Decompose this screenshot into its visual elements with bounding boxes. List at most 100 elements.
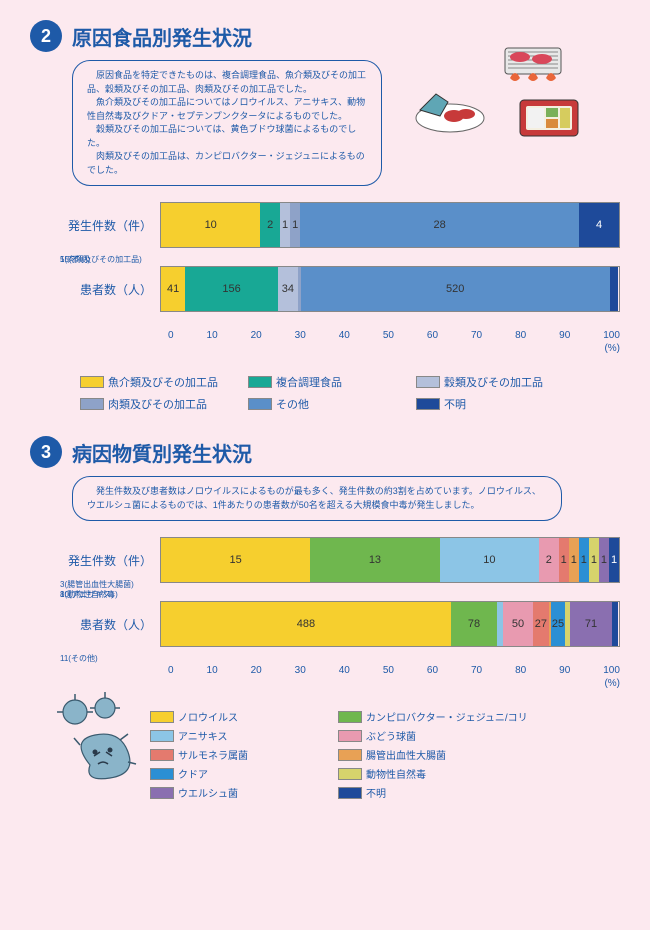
legend-label: サルモネラ属菌 [178, 747, 248, 762]
legend-item: 複合調理食品 [248, 374, 398, 390]
axis-tick: 100 [603, 330, 620, 341]
axis-tick: 70 [471, 665, 482, 676]
bar-segment: 1 [559, 538, 569, 582]
axis-tick: 10 [207, 330, 218, 341]
legend-swatch [150, 787, 174, 799]
row-label: 患者数（人） [60, 281, 160, 298]
x-axis: 0102030405060708090100 [168, 330, 620, 341]
bar-segment: 15 [161, 538, 310, 582]
section-2-info: 原因食品を特定できたものは、複合調理食品、魚介類及びその加工品、穀類及びその加工… [72, 60, 382, 186]
axis-tick: 30 [295, 330, 306, 341]
bar-segment: 50 [503, 602, 533, 646]
bar-segment: 78 [451, 602, 497, 646]
axis-tick: 40 [339, 665, 350, 676]
section-2-title: 原因食品別発生状況 [72, 22, 252, 51]
legend-label: 複合調理食品 [276, 374, 342, 390]
legend-label: 不明 [444, 396, 466, 412]
legend-label: ぶどう球菌 [366, 728, 416, 743]
chart-3: 発生件数（件）1513102111111患者数（人）10(アニサキス)3(腸管出… [60, 537, 620, 689]
legend-swatch [248, 376, 272, 388]
chart-row: 患者数（人）5(肉類及びその加工品)15(不明)4115634520 [60, 266, 620, 312]
bar-segment: 1 [589, 538, 599, 582]
axis-tick: 50 [383, 665, 394, 676]
axis-tick: 50 [383, 330, 394, 341]
row-label: 発生件数（件） [60, 217, 160, 234]
bar-segment: 520 [301, 267, 610, 311]
food-illustrations [410, 40, 590, 150]
legend-swatch [248, 398, 272, 410]
legend-item: 動物性自然毒 [338, 766, 508, 781]
axis-tick: 70 [471, 330, 482, 341]
bar-segment: 488 [161, 602, 451, 646]
axis-tick: 0 [168, 665, 174, 676]
legend-swatch [338, 711, 362, 723]
axis-tick: 80 [515, 665, 526, 676]
section-3-number: 3 [30, 436, 62, 468]
bar-segment: 10 [161, 203, 260, 247]
annotation: 8(動物性自然毒) [60, 589, 118, 600]
axis-tick: 40 [339, 330, 350, 341]
bar: 4115634520 [160, 266, 620, 312]
legend-label: アニサキス [178, 728, 228, 743]
bar-segment: 1 [290, 203, 300, 247]
axis-tick: 90 [559, 665, 570, 676]
legend-label: 動物性自然毒 [366, 766, 426, 781]
axis-unit: (%) [168, 343, 620, 354]
bar-segment: 4 [579, 203, 619, 247]
section-3-header: 3 病因物質別発生状況 [30, 436, 620, 468]
axis-tick: 60 [427, 330, 438, 341]
bar-segment: 156 [185, 267, 278, 311]
axis-tick: 20 [251, 330, 262, 341]
chart-row: 発生件数（件）1513102111111 [60, 537, 620, 583]
legend-label: その他 [276, 396, 309, 412]
legend-item: 穀類及びその加工品 [416, 374, 566, 390]
virus-illustration [50, 690, 160, 780]
bar: 4887850272571 [160, 601, 620, 647]
legend-item: ノロウイルス [150, 709, 320, 724]
legend-swatch [338, 749, 362, 761]
legend-item: アニサキス [150, 728, 320, 743]
bar-segment [610, 267, 619, 311]
bar-segment: 13 [310, 538, 440, 582]
legend-label: 肉類及びその加工品 [108, 396, 207, 412]
legend-label: クドア [178, 766, 208, 781]
bar: 1513102111111 [160, 537, 620, 583]
bar-segment [612, 602, 618, 646]
row-label: 患者数（人） [60, 616, 160, 633]
legend-label: 魚介類及びその加工品 [108, 374, 218, 390]
legend-label: 腸管出血性大腸菌 [366, 747, 446, 762]
section-3: 3 病因物質別発生状況 発生件数及び患者数はノロウイルスによるものが最も多く、発… [30, 436, 620, 800]
legend-swatch [338, 787, 362, 799]
bar-segment: 2 [539, 538, 559, 582]
legend-item: 魚介類及びその加工品 [80, 374, 230, 390]
legend-swatch [338, 768, 362, 780]
bar: 10211284 [160, 202, 620, 248]
section-3-info: 発生件数及び患者数はノロウイルスによるものが最も多く、発生件数の約3割を占めてい… [72, 476, 562, 521]
chart-row: 患者数（人）10(アニサキス)3(腸管出血性大腸菌)8(動物性自然毒)11(その… [60, 601, 620, 647]
bar-segment: 2 [260, 203, 280, 247]
bar-segment: 1 [280, 203, 290, 247]
axis-tick: 10 [207, 665, 218, 676]
bar-segment: 1 [609, 538, 619, 582]
legend-swatch [80, 398, 104, 410]
bar-segment: 1 [579, 538, 589, 582]
axis-tick: 100 [603, 665, 620, 676]
legend-item: 腸管出血性大腸菌 [338, 747, 508, 762]
legend-item: 不明 [338, 785, 508, 800]
section-3-title: 病因物質別発生状況 [72, 438, 252, 467]
section-2: 2 原因食品別発生状況 原因食品を特定できたものは、複合調理食品、魚介類及びその… [30, 20, 620, 412]
row-label: 発生件数（件） [60, 552, 160, 569]
legend-item: その他 [248, 396, 398, 412]
legend-label: 穀類及びその加工品 [444, 374, 543, 390]
section-2-number: 2 [30, 20, 62, 52]
bar-segment: 1 [569, 538, 579, 582]
legend-label: カンピロバクター・ジェジュニ/コリ [366, 709, 528, 724]
annotation: 15(不明) [60, 254, 90, 265]
axis-tick: 60 [427, 665, 438, 676]
legend-swatch [338, 730, 362, 742]
legend-item: クドア [150, 766, 320, 781]
legend-label: ウエルシュ菌 [178, 785, 238, 800]
bar-segment: 27 [533, 602, 549, 646]
bar-segment: 41 [161, 267, 185, 311]
axis-unit: (%) [168, 678, 620, 689]
